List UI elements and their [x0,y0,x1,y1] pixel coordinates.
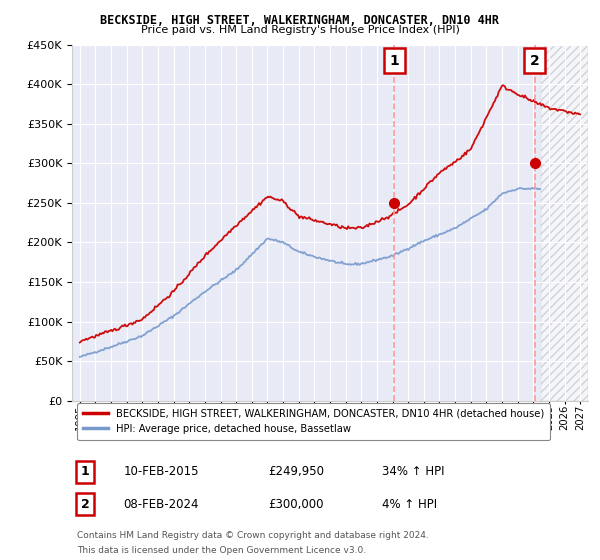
Text: 08-FEB-2024: 08-FEB-2024 [124,498,199,511]
Text: 1: 1 [80,465,89,478]
Text: Contains HM Land Registry data © Crown copyright and database right 2024.: Contains HM Land Registry data © Crown c… [77,531,429,540]
Text: 2: 2 [80,498,89,511]
Text: £249,950: £249,950 [268,465,324,478]
Text: 10-FEB-2015: 10-FEB-2015 [124,465,199,478]
Text: BECKSIDE, HIGH STREET, WALKERINGHAM, DONCASTER, DN10 4HR: BECKSIDE, HIGH STREET, WALKERINGHAM, DON… [101,14,499,27]
Text: Price paid vs. HM Land Registry's House Price Index (HPI): Price paid vs. HM Land Registry's House … [140,25,460,35]
Text: £300,000: £300,000 [268,498,323,511]
Text: 4% ↑ HPI: 4% ↑ HPI [382,498,437,511]
Legend: BECKSIDE, HIGH STREET, WALKERINGHAM, DONCASTER, DN10 4HR (detached house), HPI: : BECKSIDE, HIGH STREET, WALKERINGHAM, DON… [77,403,550,440]
Text: 34% ↑ HPI: 34% ↑ HPI [382,465,444,478]
Text: 1: 1 [389,54,399,68]
Bar [541,45,588,400]
Text: This data is licensed under the Open Government Licence v3.0.: This data is licensed under the Open Gov… [77,546,366,555]
Text: 2: 2 [530,54,540,68]
